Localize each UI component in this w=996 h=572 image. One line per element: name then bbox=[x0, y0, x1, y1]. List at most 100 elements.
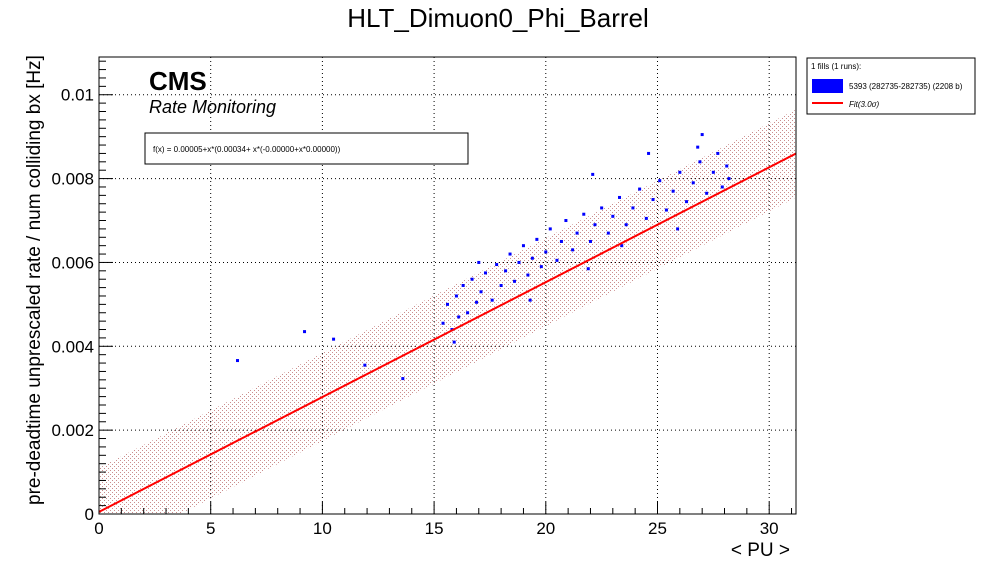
data-point bbox=[236, 359, 240, 363]
data-point bbox=[517, 260, 521, 264]
x-tick-label: 20 bbox=[536, 519, 555, 538]
data-point bbox=[676, 227, 680, 231]
data-point bbox=[611, 214, 615, 218]
data-point bbox=[508, 252, 512, 256]
legend-swatch-data bbox=[812, 79, 843, 93]
data-point bbox=[691, 181, 695, 185]
data-point bbox=[303, 330, 307, 334]
data-point bbox=[725, 164, 729, 168]
data-point bbox=[363, 363, 367, 367]
data-point bbox=[593, 223, 597, 227]
data-point bbox=[504, 269, 508, 273]
data-point bbox=[526, 273, 530, 277]
x-tick-label: 30 bbox=[760, 519, 779, 538]
data-point bbox=[521, 244, 525, 248]
y-tick-label: 0.006 bbox=[51, 253, 94, 272]
data-point bbox=[544, 250, 548, 254]
data-point bbox=[454, 294, 458, 298]
data-point bbox=[696, 145, 700, 149]
legend: 1 fills (1 runs): 5393 (282735-282735) (… bbox=[806, 57, 976, 115]
data-point bbox=[618, 195, 622, 199]
data-point bbox=[591, 172, 595, 176]
data-point bbox=[564, 219, 568, 223]
data-point bbox=[647, 151, 651, 155]
data-point bbox=[620, 244, 624, 248]
x-axis-label: < PU > bbox=[731, 540, 790, 561]
plot-frame bbox=[98, 56, 797, 515]
data-point bbox=[539, 265, 543, 269]
x-tick-label: 5 bbox=[206, 519, 215, 538]
data-point bbox=[600, 206, 604, 210]
data-point bbox=[678, 170, 682, 174]
data-point bbox=[716, 151, 720, 155]
y-tick-label: 0.004 bbox=[51, 337, 94, 356]
chart-title: HLT_Dimuon0_Phi_Barrel bbox=[347, 3, 649, 33]
fit-curve bbox=[99, 152, 796, 513]
data-point bbox=[685, 200, 689, 204]
x-tick-label: 15 bbox=[425, 519, 444, 538]
cms-label: CMS bbox=[149, 66, 207, 96]
x-tick-label: 0 bbox=[94, 519, 103, 538]
y-axis-label: pre-deadtime unprescaled rate / num coll… bbox=[24, 55, 45, 505]
data-point bbox=[475, 300, 479, 304]
legend-entry-fit: Fit(3.0σ) bbox=[849, 100, 879, 109]
fit-band bbox=[99, 109, 796, 514]
data-point bbox=[495, 263, 499, 267]
fit-band-area bbox=[99, 109, 796, 514]
x-tick-label: 25 bbox=[648, 519, 667, 538]
data-point bbox=[720, 185, 724, 189]
y-tick-label: 0 bbox=[85, 505, 94, 524]
data-point bbox=[530, 256, 534, 260]
data-point bbox=[698, 160, 702, 164]
data-point bbox=[582, 212, 586, 216]
y-tick-label: 0.002 bbox=[51, 421, 94, 440]
data-point bbox=[470, 277, 474, 281]
data-point bbox=[457, 315, 461, 319]
data-point bbox=[606, 231, 610, 235]
data-point bbox=[479, 290, 483, 294]
rate-monitoring-label: Rate Monitoring bbox=[149, 97, 276, 117]
y-tick-label: 0.01 bbox=[61, 86, 94, 105]
data-point bbox=[559, 239, 563, 243]
data-point bbox=[571, 248, 575, 252]
data-point bbox=[700, 133, 704, 137]
data-point bbox=[401, 377, 405, 381]
data-point bbox=[586, 267, 590, 271]
legend-entry-data: 5393 (282735-282735) (2208 b) bbox=[849, 82, 963, 91]
data-point bbox=[483, 271, 487, 275]
data-point bbox=[548, 227, 552, 231]
data-point bbox=[513, 279, 517, 283]
fit-formula-box bbox=[144, 132, 469, 165]
data-point bbox=[499, 284, 503, 287]
data-point bbox=[705, 191, 709, 195]
data-point bbox=[711, 170, 715, 174]
data-point bbox=[575, 231, 579, 235]
data-point bbox=[466, 311, 470, 315]
fit-formula-text: f(x) = 0.00005+x*(0.00034+ x*(-0.00000+x… bbox=[153, 145, 341, 154]
data-point bbox=[671, 189, 675, 193]
data-point bbox=[664, 208, 668, 212]
data-point bbox=[535, 237, 539, 241]
data-point bbox=[638, 187, 642, 191]
data-point bbox=[658, 179, 662, 183]
data-point bbox=[441, 321, 445, 325]
data-point bbox=[727, 177, 731, 181]
data-point bbox=[452, 340, 456, 344]
data-point bbox=[631, 206, 635, 210]
axes: 0 5 10 15 20 25 30 0 0.002 0.004 0.006 0.008 0.01 bbox=[51, 60, 793, 538]
data-point bbox=[644, 216, 648, 220]
y-tick-label: 0.008 bbox=[51, 170, 94, 189]
data-point bbox=[588, 239, 592, 243]
data-point bbox=[461, 284, 465, 287]
data-point bbox=[555, 258, 559, 262]
data-point bbox=[651, 198, 655, 202]
data-point bbox=[624, 223, 628, 227]
data-point bbox=[332, 337, 336, 341]
data-point bbox=[446, 302, 449, 306]
x-tick-label: 10 bbox=[313, 519, 332, 538]
data-point bbox=[477, 260, 481, 264]
data-point bbox=[528, 298, 532, 302]
fit-line bbox=[99, 152, 796, 513]
